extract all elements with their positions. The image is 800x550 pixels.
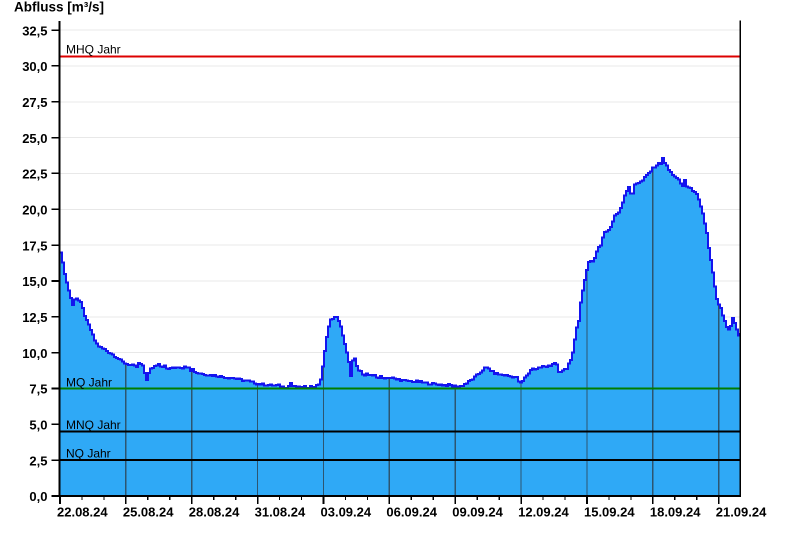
svg-text:17,5: 17,5: [22, 238, 47, 253]
svg-text:2,5: 2,5: [29, 453, 47, 468]
svg-text:5,0: 5,0: [29, 418, 47, 433]
svg-text:18.09.24: 18.09.24: [650, 505, 701, 520]
svg-text:MQ Jahr: MQ Jahr: [66, 375, 112, 389]
svg-text:25,0: 25,0: [22, 131, 47, 146]
svg-text:MNQ Jahr: MNQ Jahr: [66, 418, 121, 432]
svg-text:31.08.24: 31.08.24: [255, 505, 306, 520]
svg-text:NQ Jahr: NQ Jahr: [66, 447, 111, 461]
svg-text:Abfluss [m³/s]: Abfluss [m³/s]: [14, 0, 104, 15]
svg-text:15.09.24: 15.09.24: [584, 505, 635, 520]
svg-text:MHQ Jahr: MHQ Jahr: [66, 43, 121, 57]
svg-text:7,5: 7,5: [29, 382, 47, 397]
svg-text:25.08.24: 25.08.24: [123, 505, 174, 520]
svg-text:06.09.24: 06.09.24: [386, 505, 437, 520]
svg-text:03.09.24: 03.09.24: [321, 505, 372, 520]
svg-text:30,0: 30,0: [22, 59, 47, 74]
svg-text:32,5: 32,5: [22, 23, 47, 38]
svg-text:10,0: 10,0: [22, 346, 47, 361]
svg-text:27,5: 27,5: [22, 95, 47, 110]
svg-text:15,0: 15,0: [22, 274, 47, 289]
svg-text:22.08.24: 22.08.24: [57, 505, 108, 520]
svg-text:22,5: 22,5: [22, 167, 47, 182]
svg-text:28.08.24: 28.08.24: [189, 505, 240, 520]
svg-text:12.09.24: 12.09.24: [518, 505, 569, 520]
svg-text:09.09.24: 09.09.24: [452, 505, 503, 520]
svg-text:20,0: 20,0: [22, 202, 47, 217]
svg-text:12,5: 12,5: [22, 310, 47, 325]
svg-text:21.09.24: 21.09.24: [716, 505, 767, 520]
svg-text:0,0: 0,0: [29, 489, 47, 504]
